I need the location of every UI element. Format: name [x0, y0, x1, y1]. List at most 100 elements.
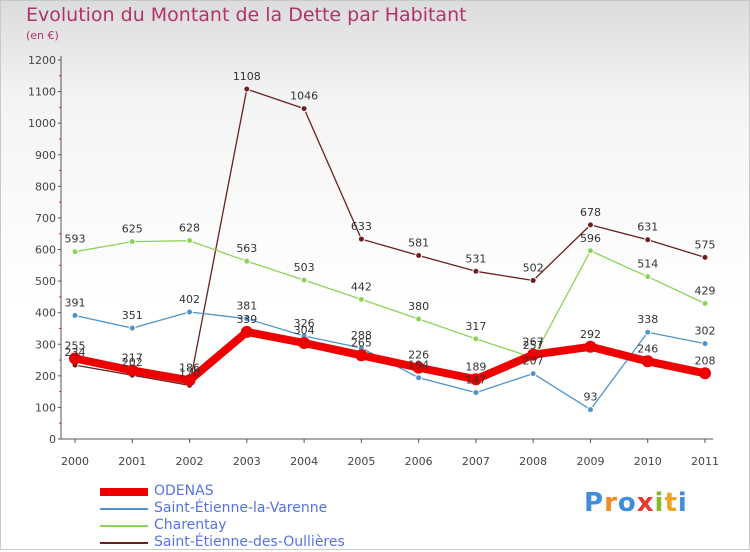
data-label: 207: [523, 355, 544, 368]
data-point: [243, 315, 251, 323]
data-label: 429: [695, 285, 716, 298]
y-tick-label: 1000: [28, 117, 56, 130]
data-label: 351: [122, 309, 143, 322]
y-tick-label: 1200: [28, 54, 56, 67]
data-label: 503: [294, 261, 315, 274]
data-point: [126, 364, 139, 377]
data-point: [529, 370, 537, 378]
data-label: 380: [408, 300, 429, 313]
data-label: 593: [65, 233, 86, 246]
x-tick-label: 2007: [462, 455, 490, 468]
x-tick-label: 2000: [61, 455, 89, 468]
series-line-3: [74, 88, 706, 386]
data-label: 631: [637, 221, 658, 234]
data-point: [300, 105, 308, 113]
data-label: 147: [465, 374, 486, 387]
legend-item: Saint-Étienne-la-Varenne: [100, 500, 400, 518]
data-point: [186, 237, 194, 245]
legend-label: ODENAS: [154, 483, 214, 499]
data-label: 628: [179, 222, 200, 235]
x-tick-label: 2001: [118, 455, 146, 468]
data-point: [357, 235, 365, 243]
data-label: 338: [637, 313, 658, 326]
data-point: [644, 328, 652, 336]
data-label: 1108: [233, 70, 261, 83]
series-line-0: [74, 327, 706, 385]
x-tick-label: 2003: [233, 455, 261, 468]
y-tick-label: 300: [35, 338, 56, 351]
data-label: 502: [523, 261, 544, 274]
y-tick-label: 200: [35, 370, 56, 383]
x-tick-label: 2008: [519, 455, 547, 468]
legend-item: Saint-Étienne-des-Oullières: [100, 534, 400, 552]
data-label: 317: [465, 320, 486, 333]
legend-swatch: [100, 525, 148, 527]
data-label: 202: [122, 356, 143, 369]
data-label: 304: [294, 324, 315, 337]
y-tick-label: 800: [35, 180, 56, 193]
data-label: 381: [236, 300, 257, 313]
data-point: [701, 253, 709, 261]
data-label: 267: [523, 336, 544, 349]
data-point: [240, 325, 253, 338]
legend-item: Charentay: [100, 517, 400, 535]
data-label: 563: [236, 242, 257, 255]
x-tick-label: 2002: [176, 455, 204, 468]
data-point: [243, 85, 251, 93]
data-point: [586, 406, 594, 414]
data-point: [415, 374, 423, 382]
data-label: 678: [580, 206, 601, 219]
data-point: [128, 324, 136, 332]
y-tick-label: 1100: [28, 86, 56, 99]
legend: ODENAS Saint-Étienne-la-Varenne Charentay S…: [100, 483, 400, 552]
x-tick-label: 2006: [405, 455, 433, 468]
data-point: [586, 221, 594, 229]
data-point: [529, 276, 537, 284]
data-point: [355, 349, 368, 362]
data-point: [415, 252, 423, 260]
data-point: [701, 300, 709, 308]
data-label: 442: [351, 280, 372, 293]
data-label: 633: [351, 220, 372, 233]
data-point: [701, 340, 709, 348]
data-point: [641, 355, 654, 368]
data-label: 257: [523, 339, 544, 352]
y-tick-label: 500: [35, 275, 56, 288]
data-label: 246: [637, 342, 658, 355]
x-tick-label: 2010: [634, 455, 662, 468]
proxiti-logo: Proxiti: [584, 488, 688, 518]
data-point: [298, 336, 311, 349]
data-point: [415, 315, 423, 323]
data-point: [243, 257, 251, 265]
legend-swatch: [100, 488, 148, 496]
legend-swatch: [100, 508, 148, 510]
data-point: [469, 373, 482, 386]
data-label: 402: [179, 293, 200, 306]
data-point: [357, 295, 365, 303]
data-point: [586, 247, 594, 255]
data-label: 575: [695, 238, 716, 251]
data-point: [183, 374, 196, 387]
y-tick-label: 400: [35, 307, 56, 320]
legend-label: Charentay: [154, 517, 227, 533]
data-point: [186, 308, 194, 316]
data-label: 625: [122, 223, 143, 236]
data-point: [71, 312, 79, 320]
y-tick-label: 900: [35, 149, 56, 162]
data-label: 93: [583, 391, 597, 404]
data-label: 596: [580, 232, 601, 245]
data-label: 288: [351, 329, 372, 342]
data-point: [412, 361, 425, 374]
data-label: 226: [408, 349, 429, 362]
data-label: 255: [65, 339, 86, 352]
data-label: 514: [637, 258, 658, 271]
data-label: 1046: [290, 90, 318, 103]
data-point: [472, 267, 480, 275]
data-label: 189: [465, 360, 486, 373]
legend-swatch: [100, 542, 148, 544]
data-point: [71, 248, 79, 256]
data-point: [644, 273, 652, 281]
data-label: 531: [465, 252, 486, 265]
